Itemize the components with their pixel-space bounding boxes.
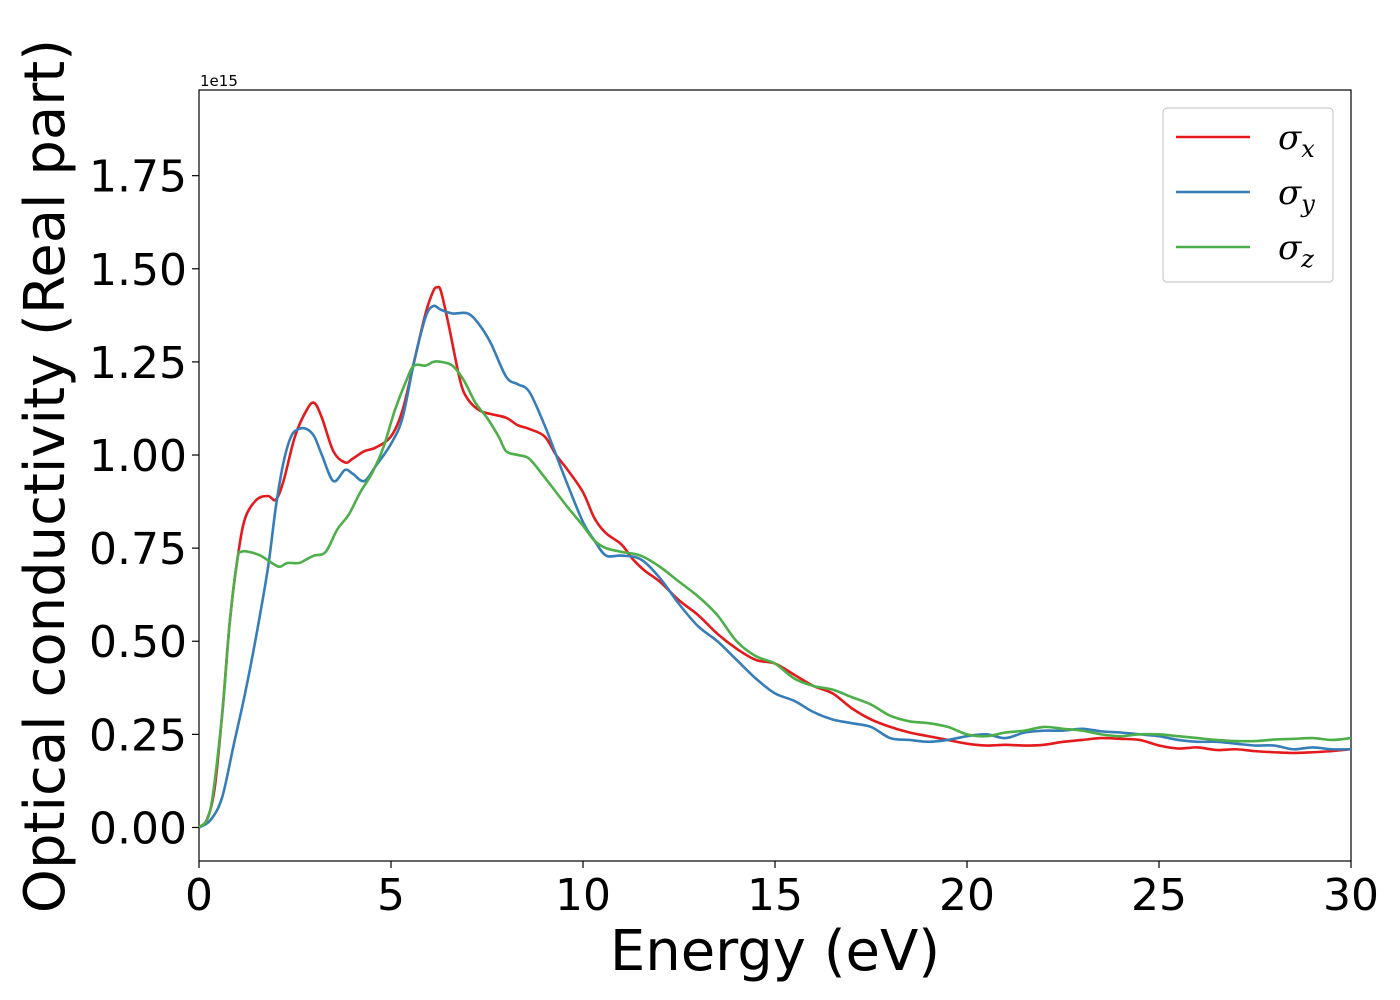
y-tick-label: 0.25 [89, 710, 187, 761]
x-tick-label: 5 [377, 870, 405, 921]
y-tick-label: 0.50 [89, 617, 187, 668]
y-tick-label: 0.75 [89, 524, 187, 575]
legend-label-z: σz [1278, 228, 1314, 273]
x-tick-label: 20 [939, 870, 995, 921]
x-axis-ticks: 0 5 10 15 20 25 30 [185, 861, 1379, 921]
legend-label-y: σy [1278, 173, 1315, 218]
x-axis-label: Energy (eV) [610, 919, 940, 984]
y-tick-label: 1.25 [89, 338, 187, 389]
legend-box [1162, 107, 1334, 283]
series-layer [197, 285, 1352, 829]
x-tick-label: 30 [1323, 870, 1379, 921]
legend-label-x: σx [1278, 118, 1315, 163]
series-line-z [197, 360, 1352, 829]
x-tick-label: 15 [747, 870, 803, 921]
y-tick-label: 0.00 [89, 803, 187, 854]
y-tick-label: 1.75 [89, 152, 187, 203]
y-axis-ticks: 0.00 0.25 0.50 0.75 1.00 1.25 1.50 1.75 [89, 152, 199, 854]
x-tick-label: 10 [555, 870, 611, 921]
series-line-x [198, 285, 1352, 829]
y-offset-label: 1e15 [200, 72, 238, 90]
y-tick-label: 1.50 [89, 245, 187, 296]
x-tick-label: 0 [185, 870, 213, 921]
y-tick-label: 1.00 [89, 431, 187, 482]
y-axis-label: Optical conductivity (Real part) [13, 39, 78, 913]
series-line-y [198, 304, 1352, 829]
legend: σx σy σz [1162, 107, 1334, 283]
x-tick-label: 25 [1131, 870, 1187, 921]
